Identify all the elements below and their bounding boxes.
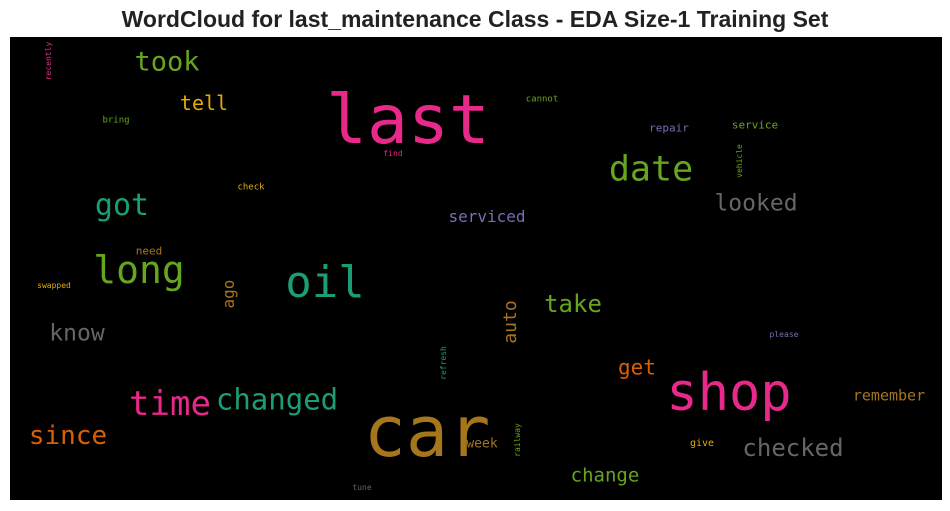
word-remember: remember: [852, 386, 926, 405]
word-vehicle: vehicle: [735, 144, 744, 178]
word-took: took: [134, 46, 200, 78]
word-repair: repair: [649, 121, 689, 135]
word-got: got: [94, 188, 150, 223]
word-date: date: [608, 149, 694, 190]
word-tune: tune: [352, 483, 372, 492]
word-service: service: [731, 118, 779, 132]
word-need: need: [135, 244, 163, 258]
word-serviced: serviced: [448, 207, 526, 226]
word-looked: looked: [714, 190, 798, 217]
word-know: know: [49, 320, 105, 347]
word-week: week: [466, 436, 498, 452]
word-cannot: cannot: [525, 94, 559, 105]
word-change: change: [570, 464, 640, 487]
word-take: take: [544, 290, 602, 318]
word-oil: oil: [285, 257, 365, 308]
word-check: check: [237, 182, 265, 193]
word-recently: recently: [44, 41, 53, 81]
word-car: car: [363, 391, 491, 473]
word-get: get: [618, 355, 656, 380]
chart-title: WordCloud for last_maintenance Class - E…: [121, 6, 829, 32]
wordcloud-canvas: last car shop oil long date time changed got took…: [10, 37, 942, 500]
word-since: since: [28, 421, 108, 451]
word-ago: ago: [219, 279, 238, 309]
word-refresh: refresh: [439, 346, 448, 380]
word-bring: bring: [102, 115, 130, 126]
word-time: time: [129, 384, 211, 424]
word-find: find: [383, 149, 403, 158]
word-changed: changed: [215, 382, 339, 417]
word-checked: checked: [742, 434, 844, 462]
word-give: give: [689, 438, 715, 449]
word-last: last: [326, 81, 490, 160]
word-tell: tell: [179, 91, 229, 115]
word-please: please: [769, 330, 799, 339]
word-auto: auto: [500, 300, 521, 344]
word-shop: shop: [666, 363, 792, 423]
word-railway: railway: [513, 423, 522, 457]
word-swapped: swapped: [37, 281, 71, 290]
word-long: long: [93, 248, 185, 292]
